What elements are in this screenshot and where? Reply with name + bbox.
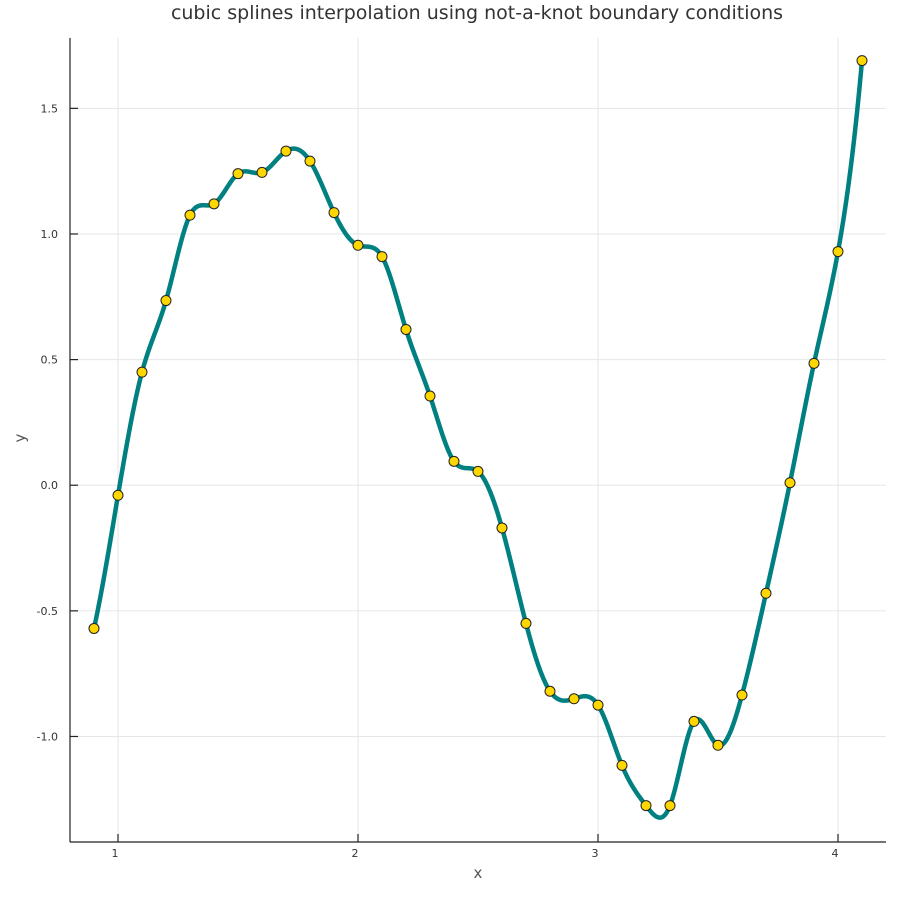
data-point-marker — [136, 366, 148, 378]
data-point-marker — [688, 715, 700, 727]
x-tick-label: 1 — [112, 847, 119, 860]
chart-title: cubic splines interpolation using not-a-… — [171, 2, 783, 24]
data-point-marker — [184, 209, 196, 221]
y-tick-label: 0.0 — [41, 479, 59, 492]
data-point-marker — [712, 739, 724, 751]
x-tick-label: 3 — [592, 847, 599, 860]
data-point-marker — [856, 55, 868, 67]
data-point-marker — [328, 207, 340, 219]
data-point-marker — [472, 465, 484, 477]
data-point-marker — [352, 239, 364, 251]
data-point-marker — [424, 390, 436, 402]
y-tick-label: 1.0 — [41, 228, 59, 241]
data-point-marker — [784, 477, 796, 489]
y-tick-label: 1.5 — [41, 102, 59, 115]
data-point-marker — [808, 357, 820, 369]
data-point-marker — [400, 323, 412, 335]
data-point-marker — [832, 246, 844, 258]
data-point-marker — [544, 685, 556, 697]
data-point-marker — [376, 251, 388, 263]
data-point-marker — [736, 689, 748, 701]
grid — [70, 38, 886, 842]
data-point-marker — [208, 198, 220, 210]
data-point-marker — [760, 587, 772, 599]
data-point-marker — [88, 622, 100, 634]
y-tick-label: 0.5 — [41, 354, 59, 367]
data-point-marker — [112, 489, 124, 501]
data-point-marker — [280, 145, 292, 157]
y-tick-label: -1.0 — [37, 730, 58, 743]
data-point-marker — [232, 168, 244, 180]
data-point-marker — [256, 166, 268, 178]
data-point-marker — [160, 295, 172, 307]
data-point-marker — [304, 155, 316, 167]
ticks: 1 2 3 4 -1.0 -0.5 0.0 0.5 1.0 1.5 — [37, 102, 839, 860]
data-point-marker — [592, 699, 604, 711]
data-point-marker — [664, 800, 676, 812]
data-point-marker — [640, 800, 652, 812]
data-point-marker — [616, 759, 628, 771]
axes — [69, 38, 886, 843]
data-markers — [88, 55, 868, 812]
y-axis-label: y — [11, 433, 29, 442]
data-point-marker — [448, 455, 460, 467]
x-tick-label: 4 — [832, 847, 839, 860]
data-point-marker — [520, 617, 532, 629]
x-axis-label: x — [474, 864, 483, 882]
spline-curve — [91, 58, 865, 820]
x-tick-label: 2 — [352, 847, 359, 860]
data-point-marker — [568, 693, 580, 705]
y-tick-label: -0.5 — [37, 605, 58, 618]
data-point-marker — [496, 522, 508, 534]
